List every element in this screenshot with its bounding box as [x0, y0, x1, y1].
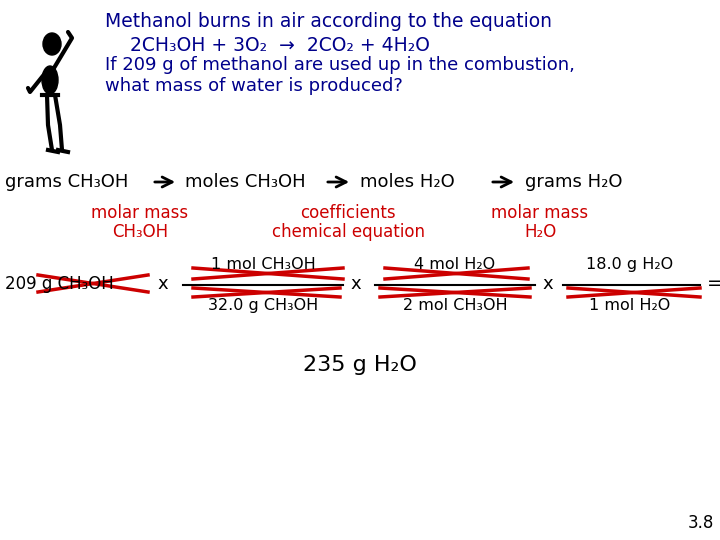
- Text: 2CH₃OH + 3O₂  →  2CO₂ + 4H₂O: 2CH₃OH + 3O₂ → 2CO₂ + 4H₂O: [130, 36, 430, 55]
- Text: Methanol burns in air according to the equation: Methanol burns in air according to the e…: [105, 12, 552, 31]
- Text: 209 g CH₃OH: 209 g CH₃OH: [5, 275, 114, 293]
- Text: x: x: [157, 275, 168, 293]
- Text: H₂O: H₂O: [524, 223, 556, 241]
- Text: x: x: [542, 275, 553, 293]
- Ellipse shape: [43, 33, 61, 55]
- Ellipse shape: [42, 66, 58, 94]
- Text: 2 mol CH₃OH: 2 mol CH₃OH: [402, 298, 508, 313]
- Text: moles H₂O: moles H₂O: [360, 173, 455, 191]
- Text: 235 g H₂O: 235 g H₂O: [303, 355, 417, 375]
- Text: 4 mol H₂O: 4 mol H₂O: [415, 257, 495, 272]
- Text: coefficients: coefficients: [300, 204, 396, 222]
- Text: molar mass: molar mass: [492, 204, 588, 222]
- Text: x: x: [350, 275, 361, 293]
- Text: chemical equation: chemical equation: [271, 223, 425, 241]
- Text: If 209 g of methanol are used up in the combustion,: If 209 g of methanol are used up in the …: [105, 56, 575, 74]
- Text: 18.0 g H₂O: 18.0 g H₂O: [586, 257, 674, 272]
- Text: grams H₂O: grams H₂O: [525, 173, 623, 191]
- Text: 1 mol CH₃OH: 1 mol CH₃OH: [211, 257, 315, 272]
- Text: what mass of water is produced?: what mass of water is produced?: [105, 77, 403, 95]
- Text: CH₃OH: CH₃OH: [112, 223, 168, 241]
- Text: 1 mol H₂O: 1 mol H₂O: [590, 298, 670, 313]
- Text: =: =: [707, 274, 720, 294]
- Text: 3.8: 3.8: [688, 514, 714, 532]
- Text: molar mass: molar mass: [91, 204, 189, 222]
- Text: grams CH₃OH: grams CH₃OH: [5, 173, 128, 191]
- Text: 32.0 g CH₃OH: 32.0 g CH₃OH: [208, 298, 318, 313]
- Text: moles CH₃OH: moles CH₃OH: [185, 173, 305, 191]
